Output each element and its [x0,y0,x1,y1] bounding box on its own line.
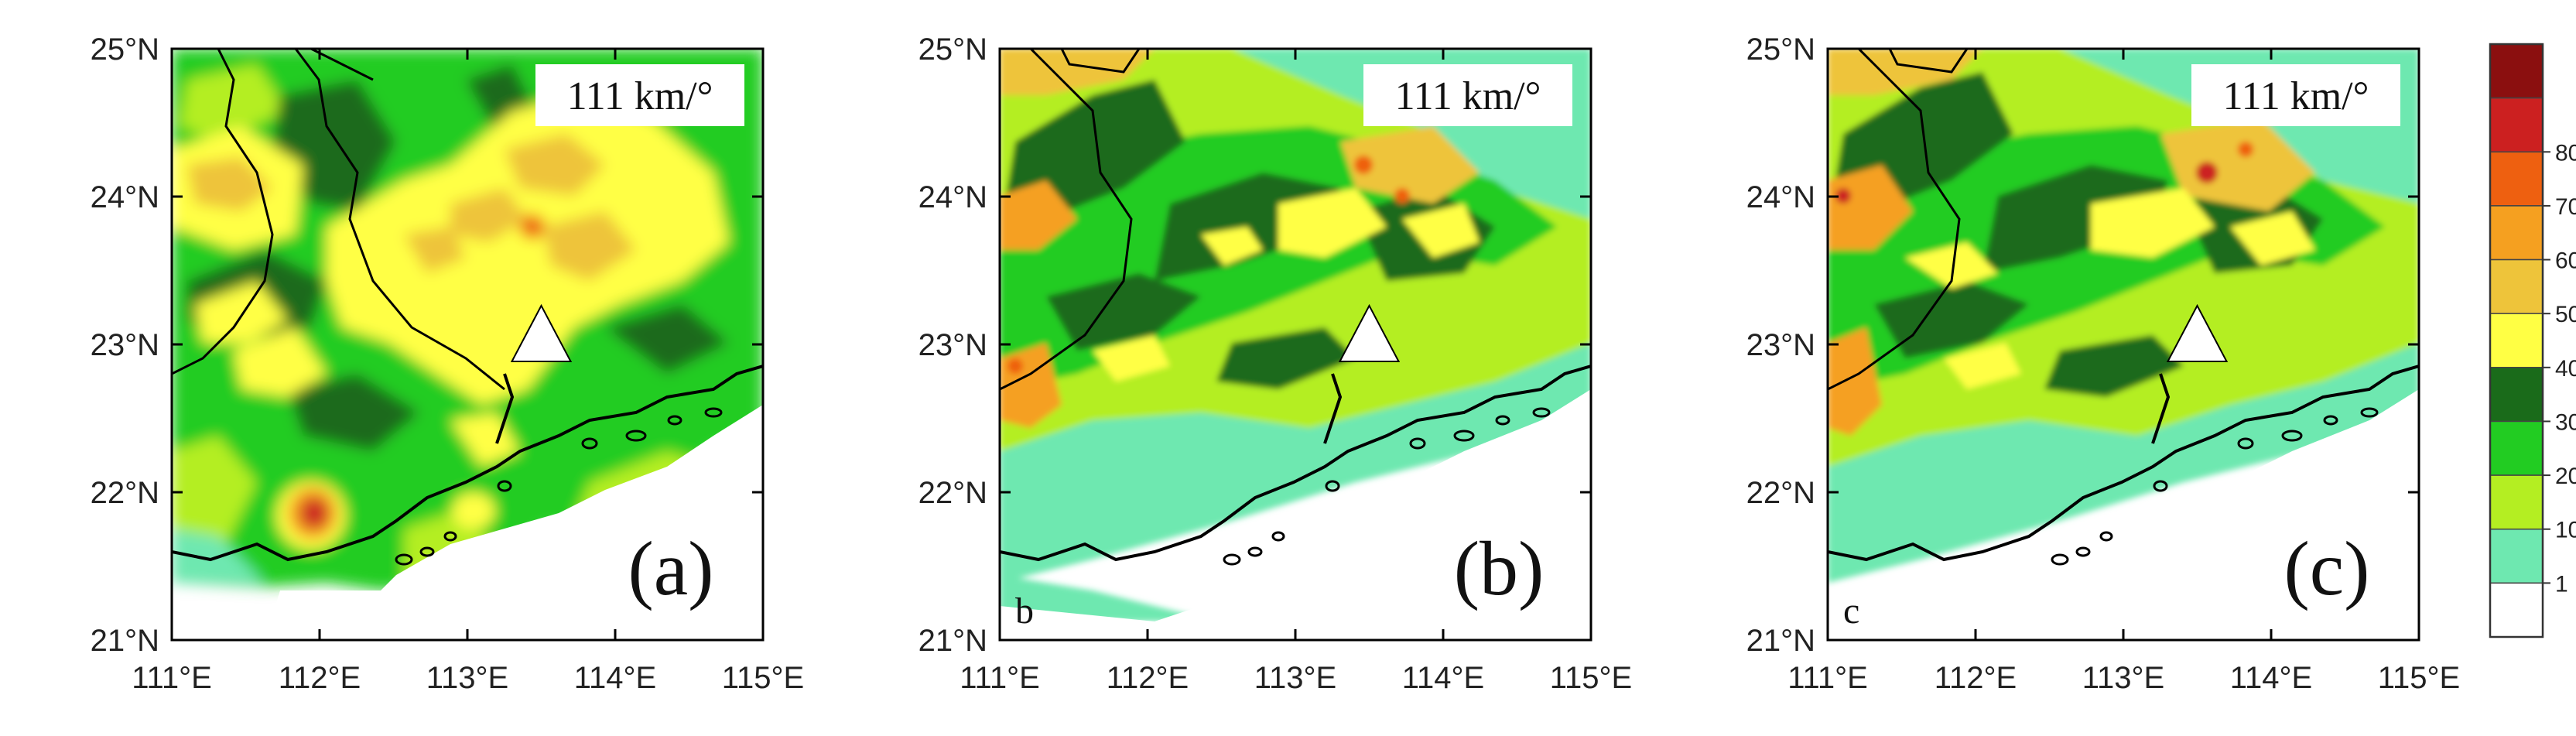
panel-label: (a) [628,525,714,611]
colorbar-segment [2489,151,2544,207]
colorbar: 1 10 20 30 40 50 60 70 80 [2489,43,2576,638]
colorbar-segment [2489,205,2544,261]
scale-box [535,64,744,126]
lat-tick-label: 25°N [1746,33,1815,67]
panel-label-box [1418,498,1580,621]
colorbar-label: 20 [2555,464,2576,489]
lon-tick-label: 113°E [1254,661,1336,695]
lat-tick-label: 24°N [1746,180,1815,214]
panel-label: (b) [1454,525,1545,611]
colorbar-label: 40 [2555,356,2576,382]
lat-tick-label: 23°N [91,328,159,362]
colorbar-label: 1 [2555,571,2568,597]
colorbar-segment [2489,43,2544,99]
lat-tick-label: 24°N [919,180,987,214]
station-triangle-marker [510,303,573,362]
colorbar-label: 10 [2555,518,2576,543]
colorbar-segment [2489,97,2544,153]
scale-text: 111 km/° [1395,74,1541,118]
colorbar-label: 50 [2555,302,2576,327]
colorbar-label: 80 [2555,140,2576,166]
colorbar-label: 60 [2555,248,2576,274]
precip-field-a [172,49,763,640]
lon-tick-label: 115°E [722,661,804,695]
lat-tick-label: 21°N [1746,624,1815,658]
lon-tick-label: 114°E [574,661,656,695]
lon-tick-label: 111°E [132,661,211,695]
lon-tick-label: 112°E [1107,661,1189,695]
corner-letter: c [1843,591,1859,632]
lat-tick-label: 24°N [91,180,159,214]
station-triangle-marker [2166,303,2229,362]
lat-tick-label: 23°N [1746,328,1815,362]
colorbar-frame [2489,43,2544,638]
colorbar-label: 30 [2555,409,2576,435]
lat-tick-label: 22°N [91,476,159,510]
colorbar-label: 70 [2555,194,2576,220]
colorbar-segment [2489,528,2544,584]
scale-text: 111 km/° [567,74,713,118]
panel-label-box [2246,498,2408,621]
scale-box [2191,64,2400,126]
lon-tick-label: 112°E [1935,661,2017,695]
lat-tick-label: 22°N [919,476,987,510]
colorbar-segment [2489,582,2544,638]
lon-tick-label: 114°E [1402,661,1484,695]
lon-tick-label: 112°E [279,661,361,695]
lat-tick-label: 23°N [919,328,987,362]
colorbar-segment [2489,313,2544,368]
colorbar-segment [2489,420,2544,476]
lon-tick-label: 114°E [2230,661,2312,695]
lat-tick-label: 21°N [919,624,987,658]
lon-tick-label: 115°E [1550,661,1632,695]
panel-label: (c) [2284,525,2370,611]
lat-tick-label: 22°N [1746,476,1815,510]
lon-tick-label: 113°E [2082,661,2164,695]
lon-tick-label: 113°E [426,661,508,695]
lat-tick-label: 21°N [91,624,159,658]
station-triangle-marker [1338,303,1401,362]
colorbar-segment [2489,474,2544,530]
lon-tick-label: 115°E [2378,661,2460,695]
scale-text: 111 km/° [2223,74,2369,118]
lon-tick-label: 111°E [960,661,1039,695]
lat-tick-label: 25°N [919,33,987,67]
colorbar-segment [2489,258,2544,314]
panel-a [172,49,763,640]
scale-box [1363,64,1572,126]
corner-letter: b [1015,591,1034,632]
panel-label-box [590,498,752,621]
lon-tick-label: 111°E [1787,661,1867,695]
lat-tick-label: 25°N [91,33,159,67]
colorbar-segment [2489,367,2544,423]
